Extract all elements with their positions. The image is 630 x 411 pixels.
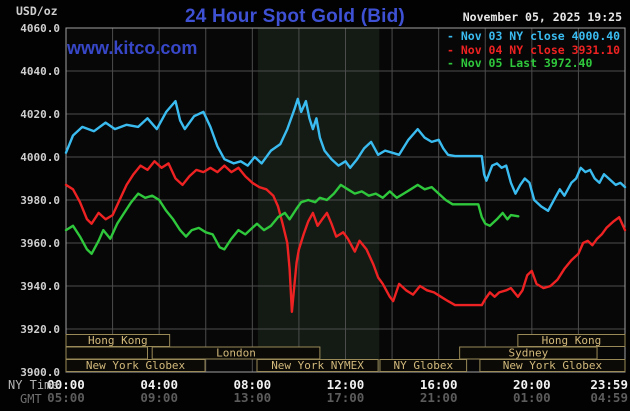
x-axis-tick-ny: 04:00 <box>140 377 178 392</box>
series-line-nov-04 <box>64 160 627 313</box>
y-axis-tick-label: 4040.0 <box>20 65 60 78</box>
y-axis-units-label: USD/oz <box>16 4 58 18</box>
session-bar-label-ny-globex: NY Globex <box>393 359 453 372</box>
legend: - Nov 03 NY close 4000.40- Nov 04 NY clo… <box>447 29 621 71</box>
session-bar-label-new-york-globex: New York Globex <box>503 359 603 372</box>
x-axis-tick-gmt: 05:00 <box>47 390 85 405</box>
gridlines <box>66 28 625 372</box>
x-axis-tick-ny: 20:00 <box>513 377 551 392</box>
x-axis-tick-gmt: 17:00 <box>327 390 365 405</box>
x-axis-tick-ny: 12:00 <box>327 377 365 392</box>
session-bar-label-hong-kong: Hong Kong <box>542 334 602 347</box>
session-bar-label-new-york-nymex: New York NYMEX <box>271 359 364 372</box>
x-axis-tick-gmt: 01:00 <box>513 390 551 405</box>
chart-title: 24 Hour Spot Gold (Bid) <box>185 6 405 27</box>
x-axis-tick-ny: 23:59 <box>590 377 628 392</box>
legend-item-nov-05: - Nov 05 Last 3972.40 <box>447 56 593 70</box>
session-bar-new-york-globex <box>65 359 206 372</box>
session-bar-ny-globex <box>379 359 468 372</box>
y-axis-tick-label: 4060.0 <box>20 22 60 35</box>
x-axis-tick-gmt: 13:00 <box>234 390 272 405</box>
y-axis-tick-label: 3920.0 <box>20 323 60 336</box>
legend-item-nov-04: - Nov 04 NY close 3931.10 <box>447 42 621 57</box>
x-axis-tick-gmt: 04:59 <box>590 390 628 405</box>
datetime-label: November 05, 2025 19:25 <box>462 10 622 24</box>
x-axis-tick-ny: 08:00 <box>234 377 272 392</box>
session-bar-label-sydney: Sydney <box>508 347 548 360</box>
x-axis-tick-ny: 00:00 <box>47 377 85 392</box>
series-line-nov-03 <box>64 97 627 213</box>
x-axis-tick-ny: 16:00 <box>420 377 458 392</box>
session-bar-london <box>151 346 321 360</box>
y-axis-tick-label: 3940.0 <box>20 280 60 293</box>
session-bar-label-new-york-globex: New York Globex <box>86 359 186 372</box>
x-axis-tick-gmt: 21:00 <box>420 390 458 405</box>
y-axis-tick-label: 3900.0 <box>20 366 60 379</box>
y-axis-tick-label: 4000.0 <box>20 151 60 164</box>
x-axis-tick-gmt: 09:00 <box>140 390 178 405</box>
session-bar-label-hong-kong: Hong Kong <box>88 334 148 347</box>
session-bar-new-york-globex <box>479 359 626 372</box>
session-bar-label-london: London <box>216 347 256 360</box>
y-axis-tick-label: 3980.0 <box>20 194 60 207</box>
y-axis-tick-label: 3960.0 <box>20 237 60 250</box>
y-axis-tick-label: 4020.0 <box>20 108 60 121</box>
kitco-watermark-link[interactable]: www.kitco.com <box>67 38 198 58</box>
ny-time-axis-caption: NY Time <box>8 378 59 392</box>
legend-item-nov-03: - Nov 03 NY close 4000.40 <box>447 29 621 43</box>
session-bar-unlabeled <box>65 346 149 360</box>
gmt-axis-caption: GMT <box>20 392 42 406</box>
series-line-nov-05 <box>64 183 520 256</box>
session-bar-new-york-nymex <box>256 359 379 372</box>
